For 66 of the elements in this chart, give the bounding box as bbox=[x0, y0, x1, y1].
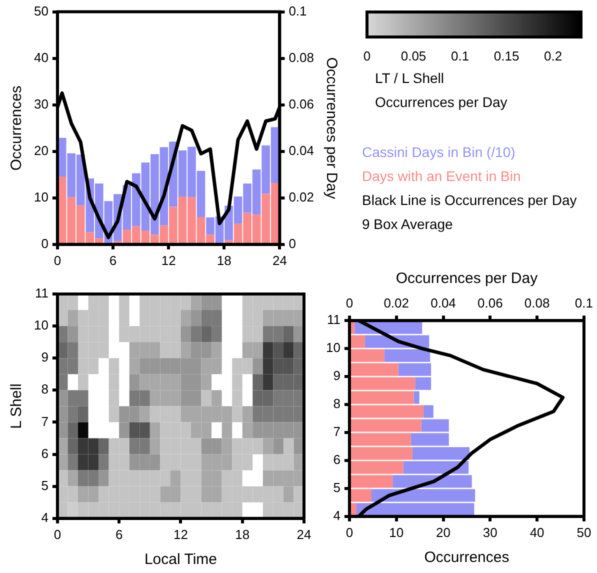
color-bar-label: 0.05 bbox=[400, 48, 426, 64]
y2-tick-label: 0.04 bbox=[288, 142, 314, 158]
y-tick-label: 9 bbox=[333, 368, 340, 384]
x2-tick-label: 0 bbox=[346, 295, 354, 310]
y-tick-label: 11 bbox=[34, 286, 48, 301]
color-bar-title: LT / L Shell Occurrences per Day bbox=[375, 69, 508, 112]
y2-tick-label: 0 bbox=[288, 236, 296, 251]
text: Cassini Days in Bin (/10) bbox=[362, 143, 516, 162]
x2-axis-title: Occurrences per Day bbox=[396, 270, 538, 288]
y2-tick-label: 0.08 bbox=[288, 50, 314, 65]
y-tick-label: 40 bbox=[34, 50, 48, 65]
y-tick-label: 10 bbox=[34, 318, 48, 333]
y-tick-label: 8 bbox=[333, 396, 340, 412]
x-tick-label: 10 bbox=[389, 524, 404, 540]
y-tick-label: 10 bbox=[34, 189, 48, 204]
y-tick-label: 11 bbox=[326, 312, 340, 328]
x2-tick-label: 0.02 bbox=[384, 295, 410, 310]
x2-tick-label: 0.06 bbox=[478, 295, 503, 310]
y-tick-label: 6 bbox=[333, 452, 340, 468]
y-tick-label: 10 bbox=[326, 340, 340, 356]
x2-tick-label: 0.08 bbox=[524, 295, 550, 310]
color-bar-label: 0 bbox=[363, 48, 371, 64]
y-tick-label: 4 bbox=[41, 510, 48, 525]
x-tick-label: 0 bbox=[346, 524, 354, 540]
text: 9 Box Average bbox=[362, 215, 454, 234]
y2-tick-label: 0.02 bbox=[288, 189, 314, 204]
y-tick-label: 50 bbox=[34, 3, 48, 18]
color-bar-label: 0.2 bbox=[544, 48, 562, 64]
x-axis-title: Local Time bbox=[144, 551, 218, 568]
x-tick-label: 24 bbox=[272, 252, 287, 268]
x-axis-title: Occurrences bbox=[424, 549, 510, 566]
y-tick-label: 0 bbox=[41, 236, 48, 251]
x2-tick-label: 0.1 bbox=[574, 295, 594, 310]
y-tick-label: 4 bbox=[333, 508, 340, 523]
x-tick-label: 0 bbox=[54, 252, 62, 268]
text: Black Line is Occurrences per Day bbox=[362, 191, 577, 210]
y-tick-label: 9 bbox=[41, 350, 48, 365]
x-tick-label: 20 bbox=[436, 524, 450, 540]
y-tick-label: 7 bbox=[333, 424, 340, 440]
y-tick-label: 8 bbox=[41, 382, 48, 397]
x2-tick-label: 0.04 bbox=[430, 295, 456, 310]
y-tick-label: 7 bbox=[41, 414, 48, 429]
x-tick-label: 12 bbox=[161, 252, 176, 268]
y-tick-label: 20 bbox=[34, 142, 48, 158]
x-tick-label: 40 bbox=[530, 524, 544, 540]
x-tick-label: 24 bbox=[296, 526, 312, 542]
x-tick-label: 6 bbox=[109, 252, 117, 268]
x-tick-label: 6 bbox=[115, 526, 123, 542]
x-tick-label: 0 bbox=[54, 526, 62, 542]
text: Days with an Event in Bin bbox=[362, 167, 522, 186]
color-bar-label: 0.15 bbox=[494, 48, 520, 64]
y-tick-label: 5 bbox=[333, 480, 340, 496]
color-bar-label: 0.1 bbox=[451, 48, 470, 64]
y-axis-title: L Shell bbox=[8, 384, 26, 429]
y-tick-label: 6 bbox=[41, 446, 48, 461]
y2-tick-label: 0.06 bbox=[288, 96, 314, 112]
x-tick-label: 50 bbox=[576, 524, 592, 540]
x-tick-label: 12 bbox=[173, 526, 188, 542]
y-tick-label: 5 bbox=[41, 478, 48, 493]
y2-tick-label: 0.1 bbox=[288, 3, 307, 18]
x-tick-label: 18 bbox=[216, 252, 232, 268]
y2-axis-title: Occurrences per Day bbox=[322, 57, 340, 200]
x-tick-label: 18 bbox=[235, 526, 250, 542]
y-axis-title: Occurrences bbox=[8, 86, 26, 171]
x-tick-label: 30 bbox=[482, 524, 498, 540]
y-tick-label: 30 bbox=[34, 96, 48, 112]
